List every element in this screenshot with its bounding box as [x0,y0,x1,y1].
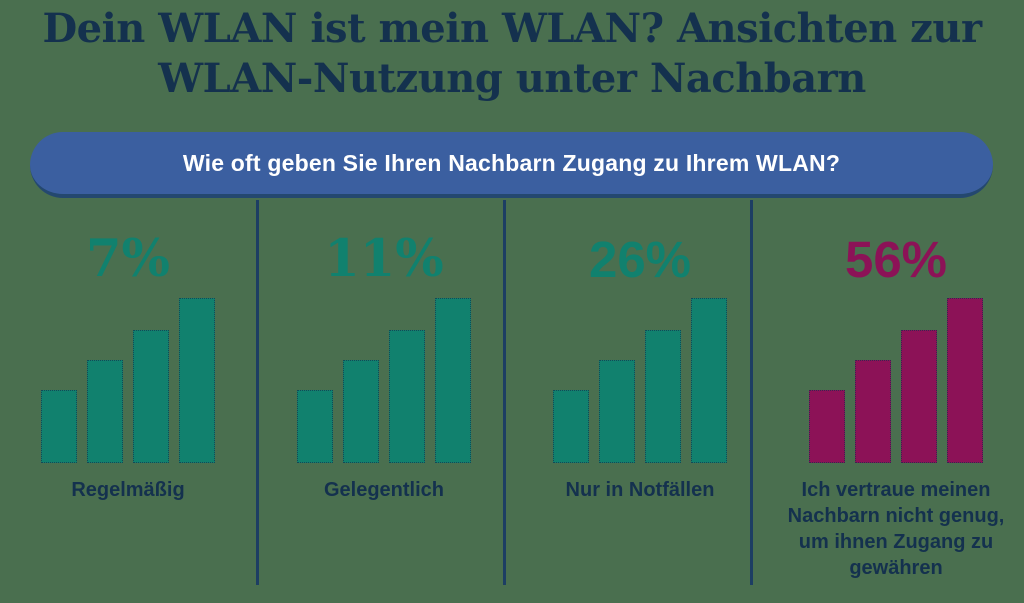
percent-value: 7% [86,229,170,289]
bar-icon-bar [599,360,635,463]
bar-chart-icon [768,296,1024,463]
title-line-1: Dein WLAN ist mein WLAN? Ansichten zur [42,5,982,52]
percent-value: 56% [844,230,948,288]
question-banner-text: Wie oft geben Sie Ihren Nachbarn Zugang … [182,149,841,176]
percent-value: 11% [324,229,444,289]
bar-icon-bar [855,360,891,463]
stat-column-gelegentlich: 11% Gelegentlich [256,198,512,603]
percent-value: 26% [588,230,692,288]
bar-icon-bar [691,298,727,463]
column-divider [256,200,259,585]
stat-column-kein-vertrauen: 56% Ich vertraue meinen Nachbarn nicht g… [768,198,1024,603]
bar-icon-bar [179,298,215,463]
bar-icon-bar [435,298,471,463]
bar-icon-bar [343,360,379,463]
question-banner: Wie oft geben Sie Ihren Nachbarn Zugang … [30,132,993,198]
category-label: Ich vertraue meinen Nachbarn nicht genug… [787,479,1005,579]
category-label: Regelmäßig [71,479,185,501]
category-label: Gelegentlich [323,479,445,501]
bar-icon-bar [809,390,845,463]
category-label: Nur in Notfällen [565,479,715,501]
bar-icon-bar [87,360,123,463]
bar-icon-bar [947,298,983,463]
stat-columns: 7% Regelmäßig 11% Gelegentlich 26% [0,198,1024,603]
bar-icon-bar [297,390,333,463]
bar-icon-bar [133,330,169,463]
column-divider [750,200,753,585]
bar-chart-icon [512,296,768,463]
bar-icon-bar [553,390,589,463]
stat-column-notfaelle: 26% Nur in Notfällen [512,198,768,603]
bar-icon-bar [389,330,425,463]
bar-icon-bar [41,390,77,463]
page-title: Dein WLAN ist mein WLAN? Ansichten zur W… [0,4,1024,104]
column-divider [503,200,506,585]
stat-column-regelmaessig: 7% Regelmäßig [0,198,256,603]
bar-chart-icon [256,296,512,463]
bar-icon-bar [645,330,681,463]
bar-icon-bar [901,330,937,463]
title-line-2: WLAN-Nutzung unter Nachbarn [158,55,866,102]
bar-chart-icon [0,296,256,463]
